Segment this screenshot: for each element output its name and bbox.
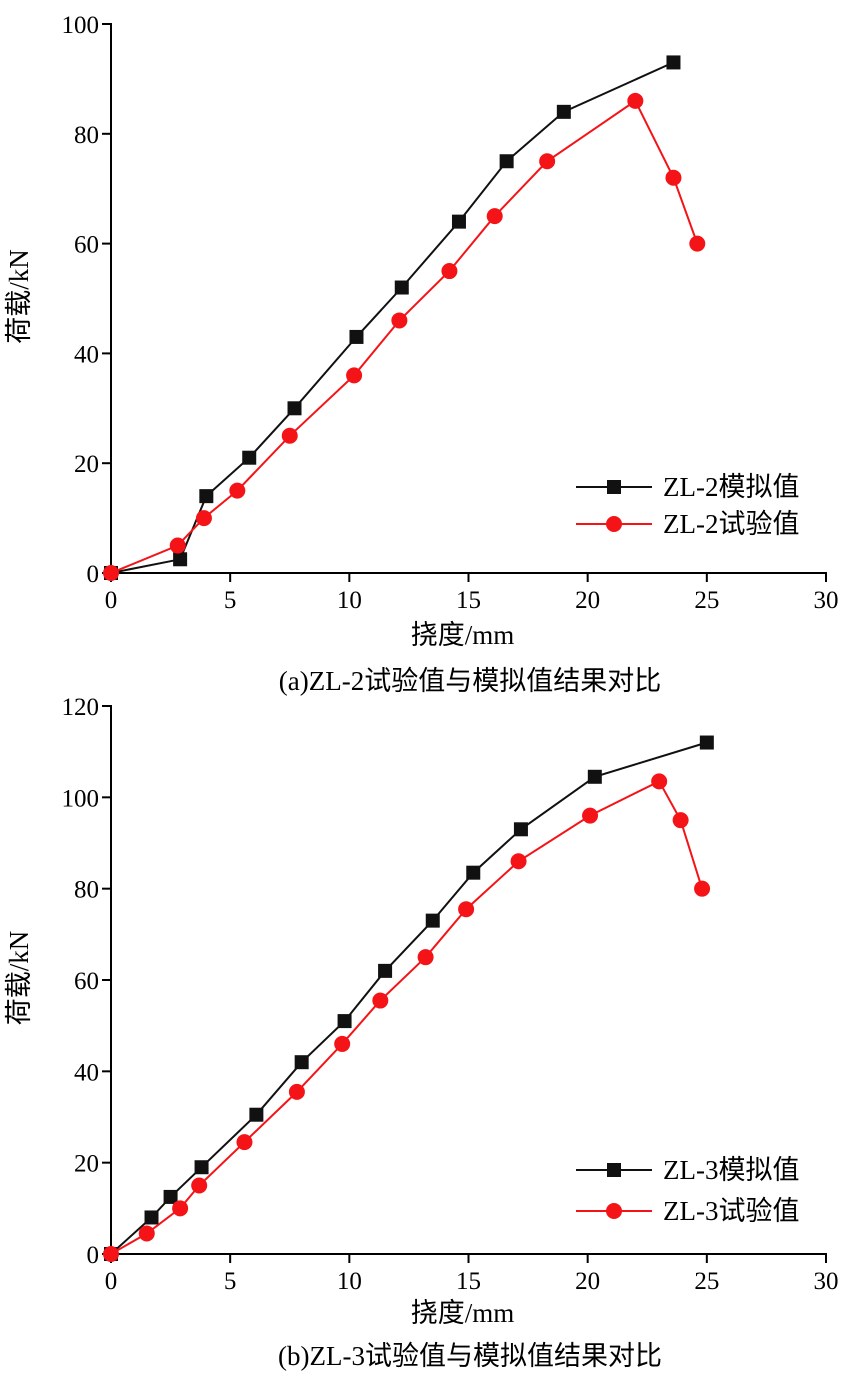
data-point-circle — [346, 367, 363, 384]
data-point-circle — [417, 949, 434, 966]
data-point-circle — [510, 853, 527, 870]
y-tick-label: 40 — [74, 1059, 99, 1086]
figure-caption: (b)ZL-3试验值与模拟值结果对比 — [278, 1341, 662, 1371]
x-tick-label: 5 — [224, 587, 237, 614]
x-tick-label: 15 — [456, 1268, 481, 1295]
x-tick-label: 15 — [456, 587, 481, 614]
legend-label: ZL-3模拟值 — [663, 1155, 799, 1185]
data-point-square — [451, 214, 466, 229]
data-point-circle — [236, 1134, 253, 1151]
chart-zl3: 0 20 40 60 80 100 120 0 5 10 15 20 25 30 挠度/mm 荷载/kN (b)… — [4, 694, 839, 1371]
legend-label: ZL-3试验值 — [663, 1196, 799, 1226]
data-point-circle — [138, 1225, 155, 1242]
data-point-square — [378, 963, 393, 978]
legend-marker-square — [607, 480, 621, 494]
x-axis-title: 挠度/mm — [411, 1298, 515, 1328]
data-point-circle — [372, 992, 389, 1009]
y-tick-label: 80 — [74, 877, 99, 904]
x-tick-label: 25 — [694, 1268, 719, 1295]
y-tick-label: 60 — [74, 232, 99, 259]
data-point-circle — [169, 537, 186, 554]
x-tick-label: 0 — [105, 587, 118, 614]
series-line-circle — [110, 99, 699, 574]
legend-marker-square — [607, 1163, 621, 1177]
x-tick-label: 30 — [814, 1268, 839, 1295]
y-tick-label: 100 — [62, 785, 100, 812]
legend-label: ZL-2模拟值 — [663, 472, 799, 502]
x-tick-label: 30 — [814, 587, 839, 614]
data-point-circle — [672, 812, 689, 829]
data-point-circle — [391, 312, 408, 329]
x-axis-title: 挠度/mm — [411, 620, 515, 650]
data-point-circle — [665, 169, 682, 186]
series-line-square — [110, 741, 708, 1255]
x-tick-label: 20 — [575, 587, 600, 614]
data-point-circle — [689, 235, 706, 252]
data-point-circle — [441, 263, 458, 280]
x-tick-label: 5 — [224, 1268, 237, 1295]
data-point-circle — [539, 153, 556, 170]
data-point-circle — [694, 880, 711, 897]
data-point-square — [587, 769, 602, 784]
x-tick-label: 0 — [105, 1268, 118, 1295]
y-axis-title: 荷载/kN — [4, 249, 34, 344]
data-point-circle — [172, 1200, 189, 1217]
data-point-circle — [651, 773, 668, 790]
data-point-circle — [288, 1083, 305, 1100]
data-point-square — [249, 1107, 264, 1122]
x-tick-label: 10 — [337, 1268, 362, 1295]
data-point-circle — [195, 510, 212, 527]
data-point-square — [499, 154, 514, 169]
data-point-circle — [229, 482, 246, 499]
y-tick-label: 20 — [74, 1151, 99, 1178]
x-tick-label: 10 — [337, 587, 362, 614]
y-tick-label: 100 — [62, 12, 100, 39]
data-point-circle — [281, 427, 298, 444]
data-point-square — [513, 822, 528, 837]
data-point-circle — [334, 1035, 351, 1052]
data-point-square — [199, 489, 214, 504]
legend-marker-circle — [606, 1203, 622, 1219]
data-point-square — [466, 865, 481, 880]
data-point-square — [337, 1014, 352, 1029]
data-point-square — [394, 280, 409, 295]
y-tick-label: 60 — [74, 968, 99, 995]
y-tick-label: 0 — [87, 561, 100, 588]
data-point-circle — [486, 208, 503, 225]
data-point-square — [666, 55, 681, 70]
data-point-circle — [627, 92, 644, 109]
y-axis-title: 荷载/kN — [4, 931, 34, 1026]
data-point-square — [294, 1055, 309, 1070]
y-tick-label: 20 — [74, 451, 99, 478]
data-point-square — [556, 104, 571, 119]
figure-caption: (a)ZL-2试验值与模拟值结果对比 — [279, 666, 661, 696]
y-tick-label: 80 — [74, 122, 99, 149]
y-tick-label: 120 — [62, 694, 100, 721]
data-point-square — [163, 1189, 178, 1204]
data-point-circle — [103, 565, 119, 581]
y-tick-label: 0 — [87, 1242, 100, 1269]
data-point-square — [699, 735, 714, 750]
data-point-square — [242, 450, 257, 465]
data-point-square — [425, 913, 440, 928]
data-point-circle — [103, 1246, 119, 1262]
legend-marker-circle — [606, 516, 622, 532]
y-tick-label: 40 — [74, 341, 99, 368]
chart-zl2: 0 20 40 60 80 100 0 5 10 15 20 25 30 挠度/mm 荷载/kN (a)ZL-… — [4, 12, 839, 696]
data-point-square — [173, 552, 188, 567]
x-tick-label: 25 — [694, 587, 719, 614]
data-point-circle — [458, 901, 475, 918]
data-point-square — [144, 1210, 159, 1225]
data-point-square — [194, 1160, 209, 1175]
data-point-square — [287, 401, 302, 416]
data-point-circle — [191, 1177, 208, 1194]
x-tick-label: 20 — [575, 1268, 600, 1295]
legend-label: ZL-2试验值 — [663, 509, 799, 539]
data-point-circle — [582, 807, 599, 824]
data-point-square — [349, 329, 364, 344]
